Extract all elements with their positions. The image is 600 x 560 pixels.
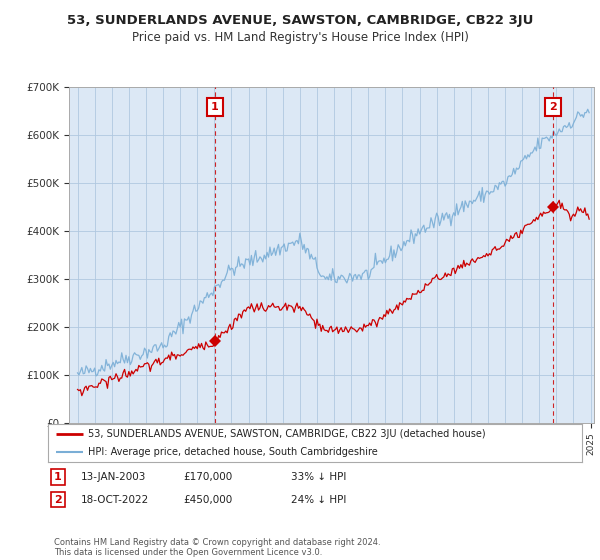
Text: 53, SUNDERLANDS AVENUE, SAWSTON, CAMBRIDGE, CB22 3JU (detached house): 53, SUNDERLANDS AVENUE, SAWSTON, CAMBRID… (88, 429, 485, 439)
Text: 33% ↓ HPI: 33% ↓ HPI (291, 472, 346, 482)
Text: HPI: Average price, detached house, South Cambridgeshire: HPI: Average price, detached house, Sout… (88, 447, 378, 457)
Text: 18-OCT-2022: 18-OCT-2022 (81, 494, 149, 505)
Text: £450,000: £450,000 (183, 494, 232, 505)
Text: £170,000: £170,000 (183, 472, 232, 482)
Text: 1: 1 (211, 102, 219, 112)
Text: 1: 1 (54, 472, 62, 482)
Text: 13-JAN-2003: 13-JAN-2003 (81, 472, 146, 482)
Text: 53, SUNDERLANDS AVENUE, SAWSTON, CAMBRIDGE, CB22 3JU: 53, SUNDERLANDS AVENUE, SAWSTON, CAMBRID… (67, 14, 533, 27)
Text: Contains HM Land Registry data © Crown copyright and database right 2024.
This d: Contains HM Land Registry data © Crown c… (54, 538, 380, 557)
Text: 24% ↓ HPI: 24% ↓ HPI (291, 494, 346, 505)
Text: Price paid vs. HM Land Registry's House Price Index (HPI): Price paid vs. HM Land Registry's House … (131, 31, 469, 44)
Text: 2: 2 (54, 494, 62, 505)
Text: 2: 2 (549, 102, 557, 112)
